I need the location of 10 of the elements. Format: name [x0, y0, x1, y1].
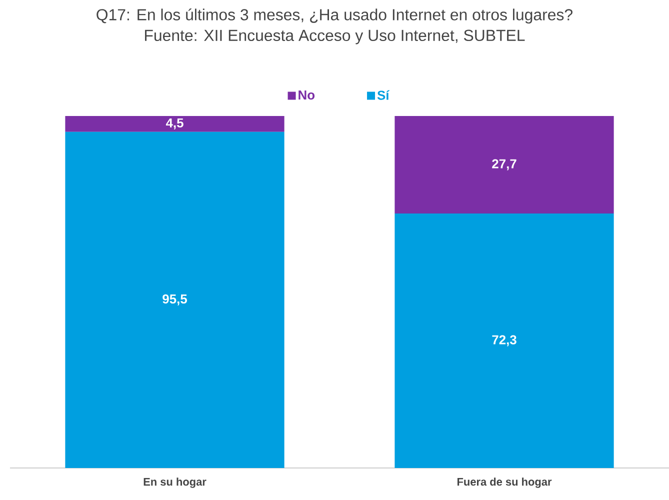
chart-subtitle: Fuente: XII Encuesta Acceso y Uso Internet, SUBTEL: [145, 30, 525, 44]
x-tick-label: Fuera de su hogar: [457, 478, 552, 488]
x-tick-label: En su hogar: [144, 478, 206, 488]
data-label: 4,5: [166, 118, 184, 130]
data-label: 27,7: [492, 159, 516, 170]
legend-label: No: [298, 90, 315, 100]
chart-title: Q17: En los últimos 3 meses, ¿Ha usado Internet en otros lugares?: [96, 8, 572, 24]
data-label: 72,3: [492, 335, 516, 346]
data-label: 95,5: [162, 294, 187, 306]
legend-label: Sí: [377, 90, 390, 100]
